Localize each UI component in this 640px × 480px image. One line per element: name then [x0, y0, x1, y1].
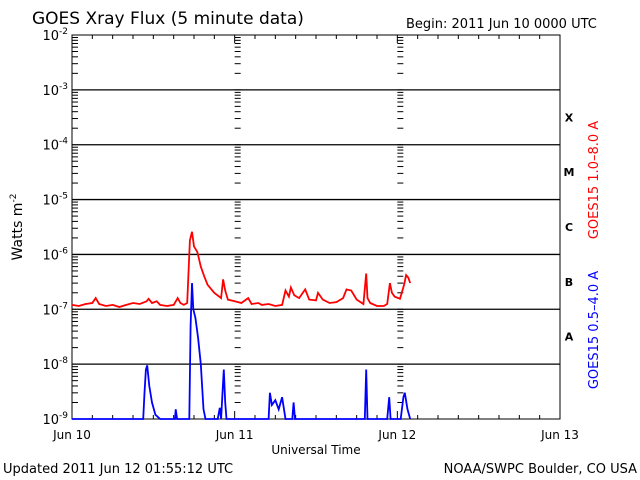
y-tick-label: 10-8 [42, 356, 68, 373]
y-axis-label-exponent: -2 [9, 194, 19, 203]
flare-class-label: B [565, 276, 573, 289]
series-group [71, 231, 412, 420]
plot-frame [71, 34, 561, 420]
y-axis-label: Watts m-2 [9, 194, 26, 261]
y-tick-label: 10-6 [42, 246, 68, 263]
y-tick-label: 10-3 [42, 82, 68, 99]
x-tick-label: Jun 10 [52, 428, 91, 442]
begin-label: Begin: 2011 Jun 10 0000 UTC [406, 17, 597, 32]
chart-title: GOES Xray Flux (5 minute data) [32, 9, 304, 29]
y-tick-label: 10-5 [42, 192, 68, 209]
flare-class-label: M [564, 166, 575, 179]
series-line [72, 283, 412, 420]
flare-class-label: A [565, 331, 574, 344]
x-axis-label: Universal Time [271, 443, 360, 457]
series-legend-label: GOES15 0.5–4.0 A [587, 271, 602, 389]
y-tick-label: 10-9 [42, 411, 68, 428]
source-label: NOAA/SWPC Boulder, CO USA [444, 462, 637, 477]
y-axis-label-base: Watts m [10, 203, 26, 261]
flare-class-label: C [565, 221, 573, 234]
series-line [71, 231, 412, 308]
y-tick-label: 10-2 [42, 27, 68, 44]
updated-label: Updated 2011 Jun 12 01:55:12 UTC [3, 462, 233, 477]
y-tick-label: 10-4 [42, 137, 68, 154]
x-tick-label: Jun 12 [377, 428, 416, 442]
grid [71, 34, 561, 420]
flare-class-label: X [565, 111, 574, 124]
series-legend-label: GOES15 1.0–8.0 A [587, 121, 602, 239]
x-tick-label: Jun 11 [215, 428, 254, 442]
y-tick-label: 10-7 [42, 301, 68, 318]
x-tick-label: Jun 13 [540, 428, 579, 442]
